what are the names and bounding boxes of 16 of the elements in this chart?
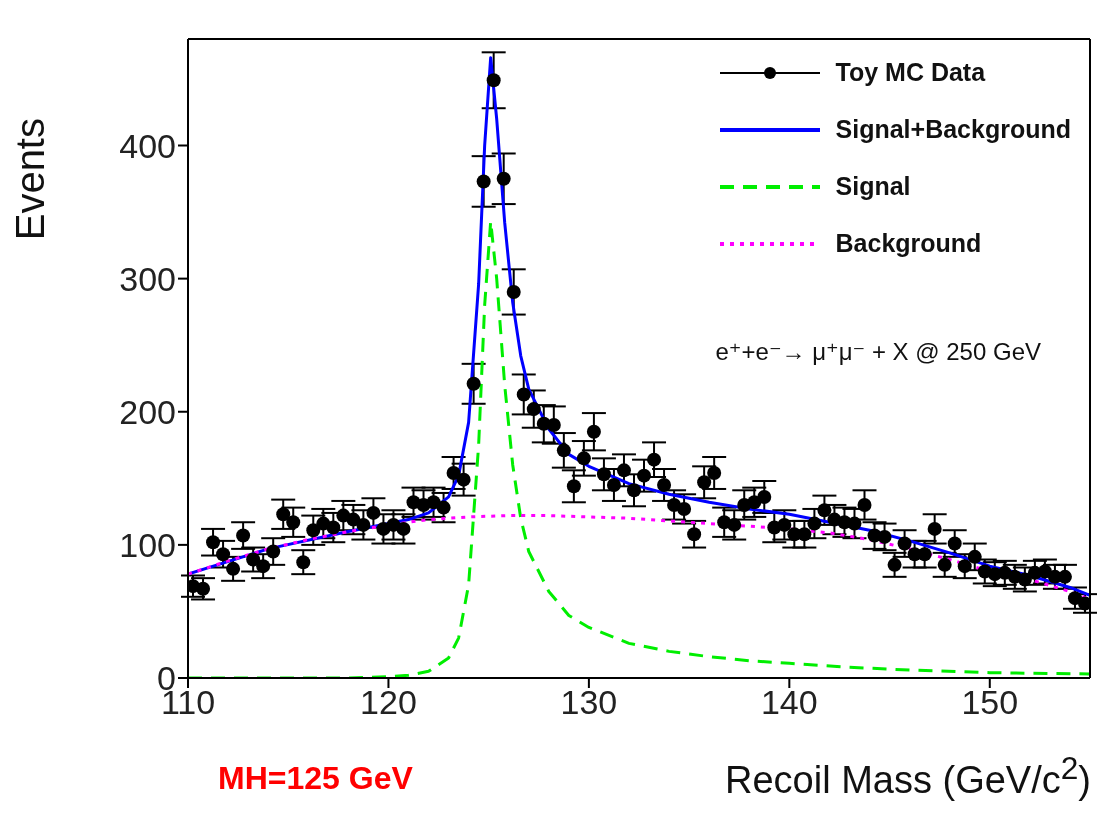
legend-label: Toy MC Data [835, 58, 986, 87]
y-tick-label: 400 [119, 126, 176, 165]
x-tick-label: 140 [760, 683, 818, 722]
y-tick-label: 200 [119, 392, 176, 431]
legend-label: Signal [835, 172, 911, 201]
x-tick-label: 150 [961, 683, 1019, 722]
legend-label: Background [835, 229, 982, 258]
y-tick-label: 300 [119, 259, 176, 298]
legend-label: Signal+Background [835, 115, 1071, 144]
annotation: e⁺+e⁻→ μ⁺μ⁻ + X @ 250 GeV [715, 338, 1041, 366]
x-tick-label: 130 [560, 683, 618, 722]
y-tick-label: 100 [119, 525, 176, 564]
x-tick-label: 120 [360, 683, 417, 722]
y-axis-title: Events [8, 118, 53, 241]
text: MH=125 GeV [218, 760, 413, 797]
x-axis-title: Recoil Mass (GeV/c$^{2}$) [724, 750, 1091, 802]
